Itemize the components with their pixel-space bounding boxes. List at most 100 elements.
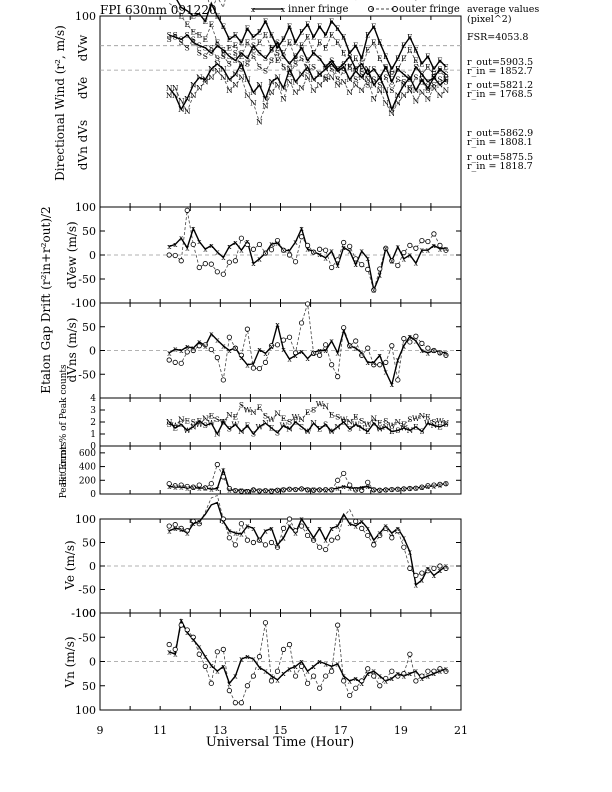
vn-outer-marker [425,668,431,674]
dvns-inner-marker: x [372,358,377,367]
ve-inner-marker: x [293,529,298,538]
series-e-outer-marker: E [233,41,238,50]
ve-inner-marker: x [167,526,172,535]
dvew-inner-marker: x [354,260,359,269]
series-s-outer-marker: S [401,77,406,86]
series-e-outer-marker: E [383,65,388,74]
series-s-outer-marker: S [281,62,286,71]
series-n-inner-marker: N [262,94,269,103]
fit-error-outer-marker: W [436,416,444,425]
vn-outer-marker [208,680,214,686]
series-n-inner-marker: N [286,65,293,74]
series-e-inner-marker: E [269,31,274,40]
ve-inner-marker: x [432,571,437,580]
peak-counts-outer-marker [226,485,232,492]
dvew-inner-marker: x [179,234,184,243]
peak-counts-outer-marker [220,474,226,480]
fit-error-label: Fit Error % of Peak counts [59,364,69,486]
fit-error-outer-marker: E [377,419,382,428]
vn-inner-marker: x [311,662,316,671]
vn-inner-marker: x [173,650,178,659]
peak-counts-outer-marker [292,486,299,493]
series-e-inner-marker: E [221,22,226,31]
series-e-inner-marker: E [305,20,310,29]
legend: x x inner fringe outer fringe [251,4,460,15]
vn-outer-marker [310,673,317,679]
series-s-inner-marker: S [389,77,394,86]
series-s-inner-marker: S [359,59,364,68]
dvns-outer-marker [353,338,359,344]
ve-inner-marker: x [390,529,395,538]
dvns-inner-marker: x [311,348,316,357]
peak-counts-inner-marker: x [402,484,407,493]
series-e-outer-marker: E [389,70,394,79]
series-e-outer-marker: E [335,38,340,47]
fit-error-inner-marker: S [203,421,208,430]
peak-counts-outer-marker [190,484,196,490]
vn-inner-marker: x [191,635,196,644]
series-e-outer-marker: E [425,62,430,71]
series-s-inner-marker: S [275,38,280,47]
y-tick-label: -50 [78,584,96,597]
fsr-value: FSR=4053.8 [467,32,528,43]
series-s-outer-marker: S [419,77,424,86]
dvns-outer-marker [335,374,341,380]
legend-inner-label: inner fringe [288,4,348,15]
fit-error-inner-marker: E [172,424,177,433]
x-tick-label: 19 [394,724,408,737]
series-e-inner-marker: E [377,38,382,47]
r-out-n: r_out=5875.5 [467,152,533,163]
ve-inner-marker: x [348,519,353,528]
series-n-outer-marker: N [256,118,263,127]
fit-error-inner-marker: E [437,422,442,431]
peak-counts-outer-marker [172,483,178,489]
dvns-inner-marker: x [197,337,202,346]
dvew-outer-marker [214,269,220,275]
dvew-inner-marker: x [257,254,262,263]
vn-outer-marker [268,678,275,684]
fit-error-inner-marker: E [365,427,370,436]
ve-outer-marker [377,532,383,539]
dvns-outer-marker [280,337,287,343]
ve-inner-marker: x [324,536,329,545]
series-s-outer-marker: S [167,35,172,44]
fit-error-inner-marker: E [341,418,346,427]
series-s-inner-marker: S [209,49,214,58]
fit-error-inner-marker: E [389,427,394,436]
peak-counts-outer-marker [196,482,202,488]
peak-counts-inner-marker: x [432,481,437,490]
vn-outer-marker [317,685,323,691]
vn-inner-marker: x [420,674,425,683]
series-n-outer-marker: N [226,86,233,95]
dvew-inner-marker: x [444,244,449,253]
y-tick-label: 0 [89,656,96,669]
series-e-outer-marker: E [413,56,418,65]
vn-outer-marker [383,675,389,682]
series-s-outer-marker: S [263,67,268,76]
fit-error-outer-marker: W [340,415,348,424]
series-s-inner-marker: S [425,77,430,86]
dvns-label: dVns (m/s) [65,318,79,383]
peak-counts-outer-marker [317,487,323,493]
peak-counts-outer-marker [347,482,353,488]
avg-title: average values [467,4,539,15]
series-e-outer-marker: E [317,38,322,47]
fit-error-outer-marker: S [191,418,196,427]
dvew-inner-marker: x [342,243,347,252]
series-n-outer-marker: N [274,80,281,89]
vn-outer-marker [190,634,196,640]
series-n-outer-marker: N [413,96,420,105]
dvew-inner-marker: x [239,246,244,255]
fit-error-inner-marker: N [166,418,173,427]
vn-inner-marker: x [275,675,280,684]
dvns-outer-marker [347,343,353,349]
ve-inner-marker: x [239,530,244,539]
directional-wind-label: Directional Wind (r², m/s) [53,25,67,181]
dvew-outer-marker [419,238,425,244]
series-n-inner-marker: N [322,65,329,74]
dvew-inner-marker: x [408,251,413,260]
series-n-outer-marker: N [358,86,365,95]
ve-outer-marker [371,542,377,548]
dvew-outer-marker [238,235,244,241]
